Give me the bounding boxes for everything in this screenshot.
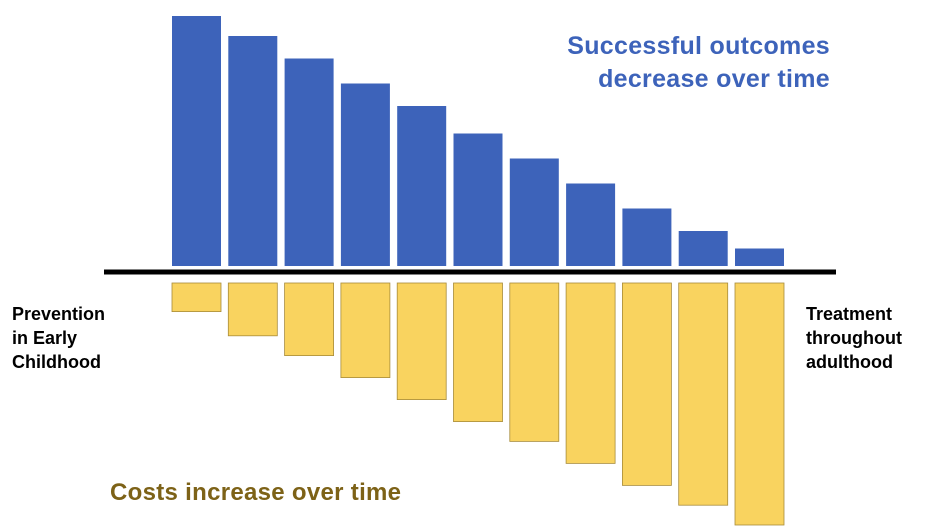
- cost-bar-10: [678, 282, 729, 506]
- cost-bar-6: [453, 282, 503, 423]
- outcome-bar-11: [735, 248, 784, 266]
- start-annotation: Prevention in Early Childhood: [12, 304, 106, 372]
- cost-bar-9: [622, 282, 672, 486]
- outcome-bar-9: [622, 208, 672, 266]
- outcomes-annotation: Successful outcomes decrease over time: [567, 32, 830, 93]
- outcome-bars: [172, 16, 784, 266]
- cost-bar-5: [396, 282, 447, 400]
- cost-bar-2: [227, 282, 278, 337]
- outcome-bar-4: [340, 83, 390, 266]
- cost-bar-8: [565, 282, 616, 464]
- outcome-bar-3: [284, 58, 334, 266]
- cost-bar-4: [340, 282, 391, 378]
- end-annotation: Treatment throughout adulthood: [806, 304, 902, 372]
- outcome-bar-7: [509, 158, 559, 266]
- cost-bar-1: [171, 282, 222, 313]
- outcome-bar-8: [566, 183, 616, 266]
- cost-bar-3: [284, 282, 335, 356]
- costs-annotation: Costs increase over time: [110, 479, 402, 506]
- cost-bars: [171, 282, 785, 526]
- outcome-bar-1: [172, 16, 221, 266]
- cost-bar-11: [734, 282, 785, 526]
- outcome-bar-2: [228, 36, 278, 266]
- outcome-bar-6: [453, 133, 503, 266]
- outcome-bar-10: [678, 231, 728, 266]
- cost-bar-7: [509, 282, 560, 442]
- outcome-bar-5: [397, 106, 447, 266]
